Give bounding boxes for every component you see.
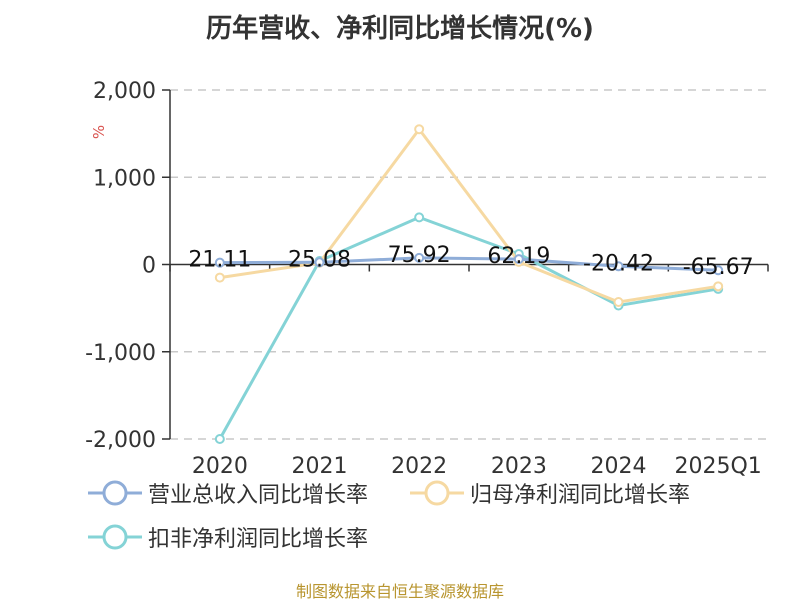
y-unit-label: % — [90, 125, 108, 139]
y-tick-label: -1,000 — [85, 341, 156, 366]
series-lines — [214, 124, 724, 444]
y-tick-label: 0 — [142, 254, 156, 279]
data-point-net_profit — [214, 272, 225, 283]
legend-net-profit-marker — [410, 480, 464, 506]
data-point-revenue — [214, 257, 225, 268]
legend-deducted-profit-label: 扣非净利润同比增长率 — [148, 527, 369, 552]
data-point-revenue — [314, 257, 325, 268]
legend-net-profit-label: 归母净利润同比增长率 — [470, 483, 691, 508]
data-point-net_profit — [713, 281, 724, 292]
data-point-revenue — [414, 252, 425, 263]
legend-item-deducted-profit[interactable]: 扣非净利润同比增长率 — [88, 521, 368, 553]
chart-title: 历年营收、净利同比增长情况(%) — [206, 14, 594, 44]
data-label: 62.19 — [487, 244, 550, 269]
axes: -2,000 -1,000 0 1,000 2,000 2020 2021 2022 2023 2… — [85, 79, 769, 479]
x-tick-label: 2021 — [292, 454, 348, 479]
x-tick-label: 2024 — [591, 454, 647, 479]
x-tick-label: 2020 — [192, 454, 248, 479]
data-label: -20.42 — [583, 251, 654, 276]
data-label: 25.08 — [288, 247, 351, 272]
data-point-net_profit — [414, 124, 425, 135]
source-note: 制图数据来自恒生聚源数据库 — [295, 582, 504, 601]
y-tick-label: -2,000 — [85, 428, 156, 453]
legend-revenue-marker — [88, 480, 142, 506]
legend-revenue-label: 营业总收入同比增长率 — [148, 483, 369, 508]
data-label: -65.67 — [683, 255, 754, 280]
y-tick-label: 1,000 — [93, 166, 156, 191]
x-tick-label: 2025Q1 — [675, 454, 762, 479]
y-tick-label: 2,000 — [93, 79, 156, 104]
series-line-deducted_profit — [218, 215, 719, 440]
data-labels: 21.11 25.08 75.92 62.19 -20.42 -65.67 — [188, 243, 753, 280]
data-point-revenue — [713, 265, 724, 276]
data-point-net_profit — [613, 297, 624, 308]
series-line-revenue — [219, 256, 719, 272]
data-point-revenue — [513, 254, 524, 265]
data-point-deducted_profit — [414, 212, 425, 223]
x-tick-label: 2023 — [491, 454, 547, 479]
data-label: 21.11 — [188, 248, 251, 273]
legend-item-revenue[interactable]: 营业总收入同比增长率 — [88, 477, 368, 509]
data-point-revenue — [613, 261, 624, 272]
series-line-net_profit — [219, 127, 719, 304]
data-label: 75.92 — [388, 243, 451, 268]
data-point-deducted_profit — [214, 434, 225, 444]
x-tick-label: 2022 — [391, 454, 447, 479]
legend-deducted-profit-marker — [88, 524, 142, 550]
legend-item-net-profit[interactable]: 归母净利润同比增长率 — [410, 477, 690, 509]
